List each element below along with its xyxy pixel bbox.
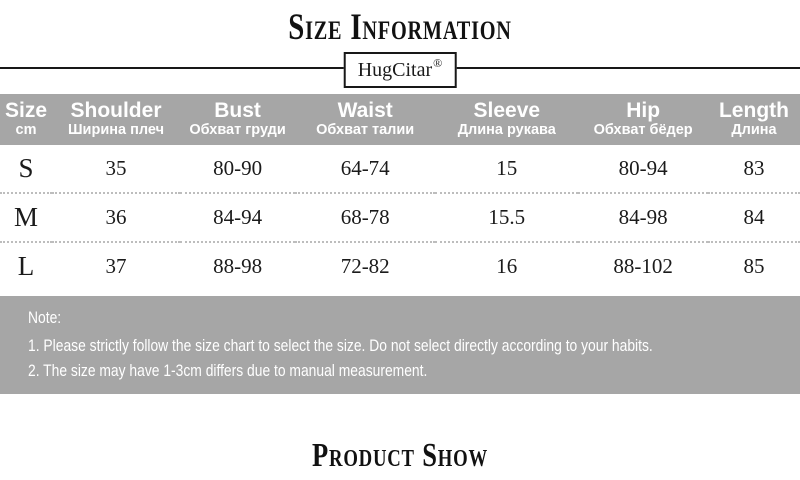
sleeve-cell: 15 (435, 145, 579, 194)
note-box: Note: 1. Please strictly follow the size… (0, 296, 800, 394)
column-label-ru: Ширина плеч (67, 122, 164, 138)
brand-logo: HugCitar® (343, 52, 457, 88)
brand-divider: HugCitar® (0, 48, 800, 88)
size-cell: S (0, 145, 52, 194)
column-label-ru: Обхват бёдер (593, 122, 693, 138)
size-cell: L (17, 251, 35, 281)
note-label: Note: (28, 309, 62, 327)
note-line-2: 2. The size may have 1-3cm differs due t… (28, 362, 428, 380)
column-label-en: Shoulder (70, 99, 162, 122)
hip-cell: 84-98 (578, 193, 708, 243)
column-label-ru: Обхват груди (189, 122, 286, 138)
column-header-sleeve: Sleeve Длина рукава (435, 94, 579, 145)
column-label-en: Size (4, 99, 48, 122)
brand-name: HugCitar (357, 59, 433, 81)
waist-cell: 64-74 (295, 145, 436, 194)
column-header-waist: Waist Обхват талии (295, 94, 436, 145)
table-row-size-s: S 35 80-90 64-74 15 80-94 83 (0, 145, 800, 194)
waist-cell: 72-82 (340, 254, 390, 278)
column-header-shoulder: Shoulder Ширина плеч (52, 94, 180, 145)
hip-cell: 80-94 (578, 145, 708, 194)
shoulder-cell: 36 (52, 193, 180, 243)
length-cell: 83 (707, 145, 800, 194)
shoulder-cell: 37 (105, 254, 127, 278)
column-label-ru: Длина (731, 122, 777, 138)
length-cell: 85 (743, 254, 765, 278)
bust-cell: 84-94 (180, 193, 296, 243)
column-header-length: Length Длина (707, 94, 800, 145)
column-label-en: Length (718, 99, 789, 122)
note-line-1: 1. Please strictly follow the size chart… (28, 337, 653, 355)
registered-trademark-mark: ® (433, 56, 443, 70)
size-table: Size cm Shoulder Ширина плеч Bust Обхват… (0, 94, 800, 290)
table-row-size-m: M 36 84-94 68-78 15.5 84-98 84 (0, 193, 800, 243)
column-label-ru: Длина рукава (457, 122, 556, 138)
page-title: Size Information (288, 7, 512, 48)
bust-cell: 88-98 (213, 254, 263, 278)
column-label-ru: Обхват талии (316, 122, 415, 138)
column-header-hip: Hip Обхват бёдер (578, 94, 708, 145)
product-show-title: Product Show (312, 437, 488, 474)
hip-cell: 88-102 (613, 254, 673, 278)
column-label-en: Bust (214, 99, 261, 122)
sleeve-cell: 15.5 (435, 193, 579, 243)
table-row-size-l: L 37 88-98 72-82 16 88-102 85 (0, 242, 800, 290)
column-header-bust: Bust Обхват груди (180, 94, 296, 145)
size-table-header-row: Size cm Shoulder Ширина плеч Bust Обхват… (0, 94, 800, 145)
column-label-en: Hip (626, 99, 661, 122)
column-label-en: Waist (337, 99, 393, 122)
waist-cell: 68-78 (295, 193, 436, 243)
length-cell: 84 (707, 193, 800, 243)
column-label-unit: cm (15, 122, 37, 138)
column-label-en: Sleeve (473, 99, 541, 122)
size-cell: M (0, 193, 52, 243)
shoulder-cell: 35 (52, 145, 180, 194)
sleeve-cell: 16 (496, 254, 518, 278)
column-header-size: Size cm (0, 94, 52, 145)
bust-cell: 80-90 (180, 145, 296, 194)
